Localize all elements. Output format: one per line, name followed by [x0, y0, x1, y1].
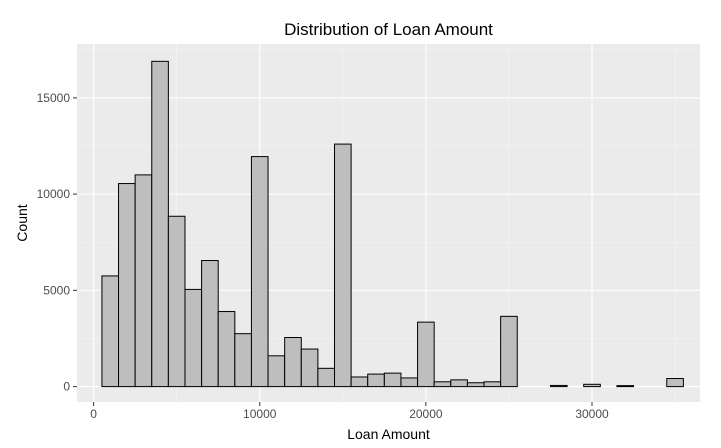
histogram-bars [101, 60, 684, 388]
x-tick-label: 10000 [243, 407, 277, 421]
x-tick-label: 0 [90, 407, 97, 421]
histogram-bar [284, 337, 302, 388]
histogram-bar [134, 174, 153, 388]
histogram-bar [317, 367, 336, 388]
y-axis-ticks: 0 5000 10000 15000 [37, 91, 77, 394]
x-tick-label: 20000 [409, 407, 443, 421]
histogram-bar [400, 377, 419, 388]
histogram-bar [466, 382, 485, 388]
histogram-bar [350, 376, 369, 388]
x-tick-label: 30000 [575, 407, 609, 421]
histogram-bar [184, 288, 203, 388]
y-tick-label: 5000 [43, 283, 70, 297]
chart-title: Distribution of Loan Amount [284, 20, 493, 39]
histogram-bar [151, 60, 169, 388]
histogram-bar [549, 384, 568, 388]
histogram-bar [201, 260, 219, 388]
x-axis-ticks: 0 10000 20000 30000 [90, 402, 609, 421]
histogram-bar [433, 381, 452, 388]
y-tick-label: 0 [63, 380, 70, 394]
y-tick-label: 15000 [37, 91, 71, 105]
histogram-bar [300, 348, 319, 388]
histogram-bar [217, 311, 236, 388]
histogram-bar [483, 381, 502, 388]
histogram-bar [101, 275, 120, 388]
histogram-bar [383, 372, 402, 388]
histogram-bar [666, 378, 684, 388]
histogram-bar [500, 315, 518, 388]
histogram-bar [450, 379, 468, 388]
histogram-bar [250, 156, 269, 388]
y-tick-label: 10000 [37, 187, 71, 201]
x-axis-title: Loan Amount [347, 426, 430, 442]
histogram-bar [167, 215, 186, 388]
histogram-bar [616, 385, 635, 388]
histogram-bar [583, 383, 601, 388]
histogram-bar [118, 183, 136, 388]
histogram-bar [234, 333, 252, 388]
histogram-bar [367, 373, 385, 388]
y-axis-title: Count [14, 204, 30, 241]
histogram-bar [334, 143, 352, 388]
histogram-bar [417, 321, 435, 388]
histogram-bar [267, 355, 286, 388]
